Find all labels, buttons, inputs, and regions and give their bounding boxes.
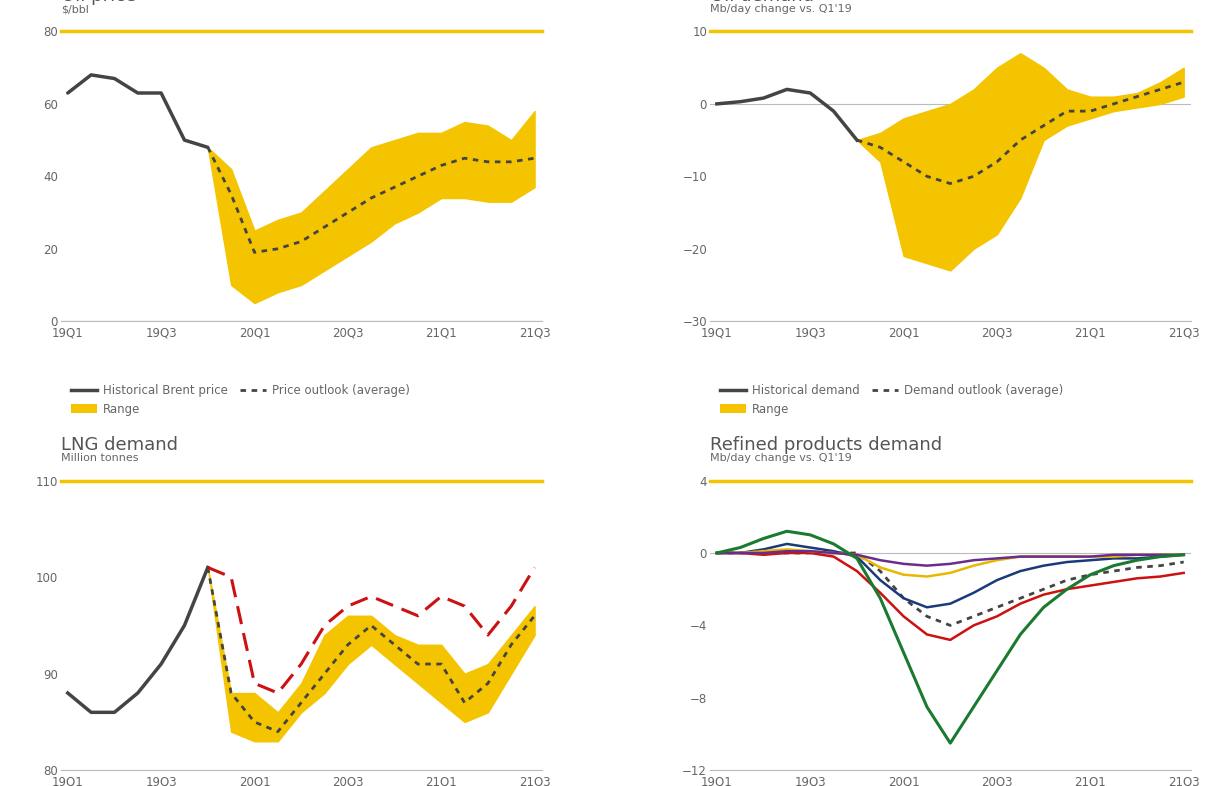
Text: LNG demand: LNG demand: [61, 436, 177, 454]
Text: Refined products demand: Refined products demand: [710, 436, 942, 454]
Text: $/bbl: $/bbl: [61, 4, 89, 14]
Text: Mb/day change vs. Q1'19: Mb/day change vs. Q1'19: [710, 454, 852, 463]
Text: Oil demand: Oil demand: [710, 0, 814, 5]
Text: Mb/day change vs. Q1'19: Mb/day change vs. Q1'19: [710, 4, 852, 14]
Text: Oil price: Oil price: [61, 0, 136, 5]
Legend: Historical demand, Range, Demand outlook (average): Historical demand, Range, Demand outlook…: [716, 379, 1068, 421]
Legend: Historical Brent price, Range, Price outlook (average): Historical Brent price, Range, Price out…: [67, 379, 414, 421]
Text: Million tonnes: Million tonnes: [61, 454, 139, 463]
